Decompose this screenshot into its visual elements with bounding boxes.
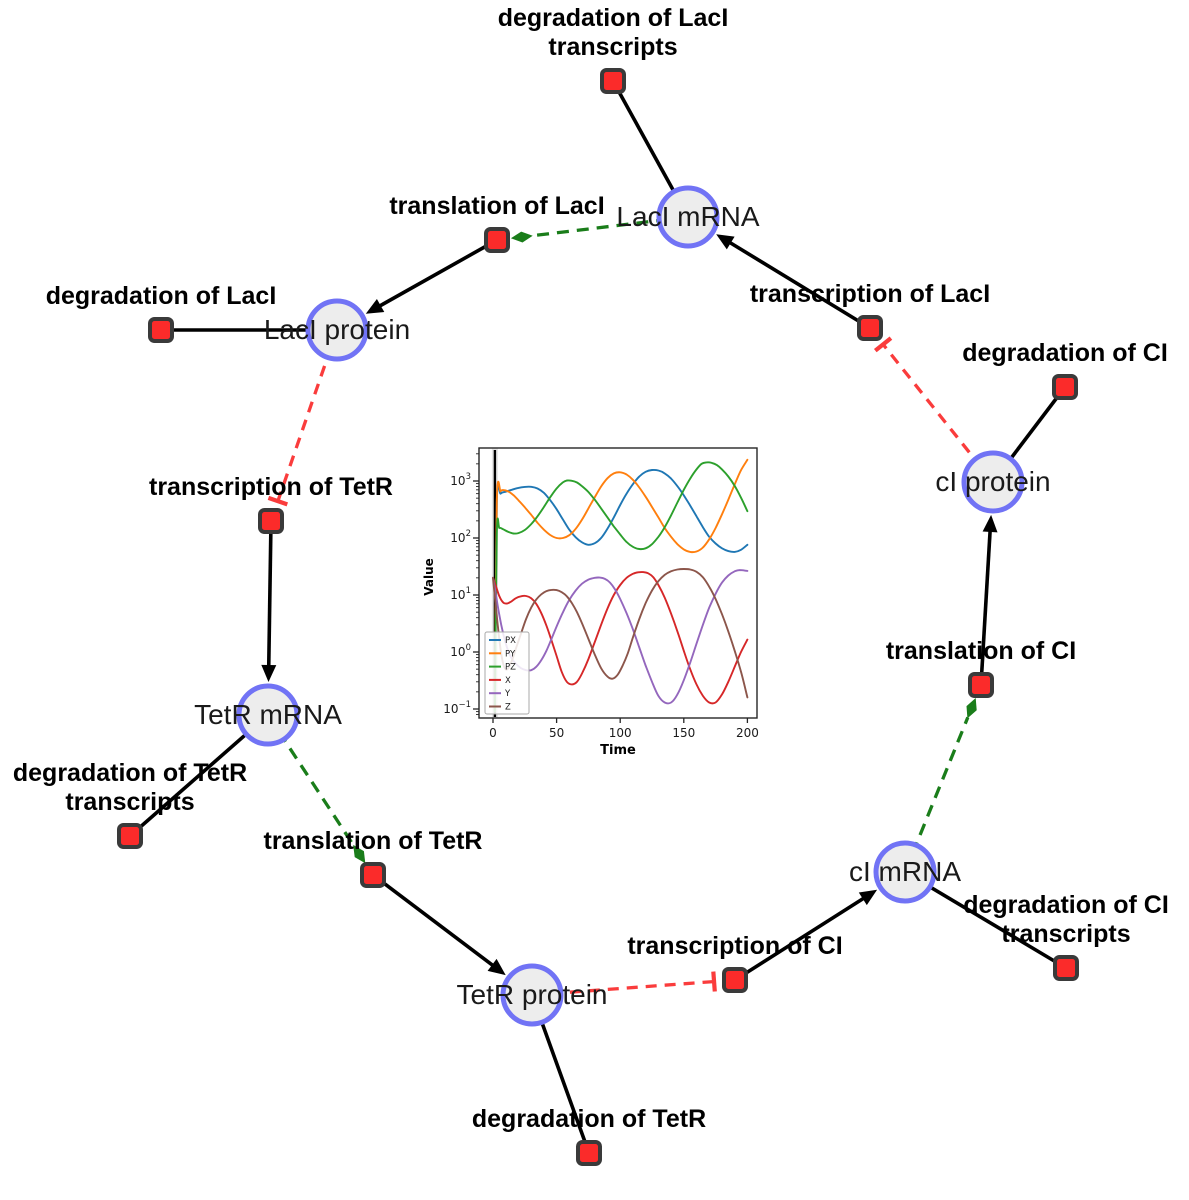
- y-tick-label: 103: [450, 472, 471, 488]
- species-node-tetR_mRNA[interactable]: [236, 683, 300, 747]
- edge-production-tl_cI-cI_protein-arrowhead: [982, 514, 998, 533]
- reaction-node-deg_lacI[interactable]: [148, 317, 174, 343]
- x-axis-title: Time: [600, 743, 636, 758]
- reaction-node-tl_cI[interactable]: [968, 672, 994, 698]
- chart-frame: [478, 447, 758, 719]
- edge-production-tr_cI-cI_mRNA: [734, 896, 866, 982]
- x-tick-label: 150: [672, 726, 695, 740]
- nodes-layer: [117, 68, 1079, 1166]
- x-tick-label: 0: [489, 726, 497, 740]
- legend-label-Y: Y: [504, 689, 511, 699]
- edge-inhibition-lacI_protein-tr_tetR-tee: [267, 495, 288, 507]
- reaction-node-tr_cI[interactable]: [722, 967, 748, 993]
- legend-label-X: X: [505, 676, 511, 686]
- reaction-node-tl_tetR[interactable]: [360, 862, 386, 888]
- legend-label-PY: PY: [505, 649, 516, 659]
- y-axis-title: Value: [422, 558, 436, 596]
- y-tick-label: 10−1: [443, 700, 471, 716]
- x-tick-label: 200: [736, 726, 759, 740]
- edge-production-tr_lacI-lacI_mRNA-arrowhead: [716, 234, 735, 250]
- edge-activation-tetR_mRNA-tl_tetR-diamond: [353, 844, 366, 864]
- reaction-node-tl_lacI[interactable]: [484, 227, 510, 253]
- chart-series-PZ: [493, 461, 749, 713]
- edge-production-tr_tetR-tetR_mRNA: [266, 520, 273, 668]
- legend-label-PX: PX: [505, 636, 516, 646]
- edge-production-tl_cI-cI_protein: [979, 529, 992, 686]
- legend-label-Z: Z: [505, 703, 511, 713]
- edge-inhibition-cI_protein-tr_lacI-tee: [873, 336, 893, 353]
- edge-production-tl_tetR-tetR_protein-arrowhead: [487, 958, 506, 976]
- reaction-node-deg_tetR[interactable]: [576, 1140, 602, 1166]
- species-node-cI_protein[interactable]: [961, 450, 1025, 514]
- x-tick-label: 50: [549, 726, 564, 740]
- reaction-node-deg_tetR_tr[interactable]: [117, 823, 143, 849]
- chart-series-X: [492, 571, 749, 705]
- y-tick-label: 101: [450, 586, 471, 602]
- inset-timeseries-chart: 0 50 100 150 200 103 102 101 100 10−1 Time Value PX P…: [422, 447, 759, 758]
- edge-activation-lacI_mRNA-tl_lacI-diamond: [510, 231, 533, 243]
- x-tick-label: 100: [609, 726, 632, 740]
- edge-production-tl_lacI-lacI_protein: [377, 238, 498, 309]
- reaction-node-tr_lacI[interactable]: [857, 315, 883, 341]
- edge-production-tl_lacI-lacI_protein-arrowhead: [365, 299, 385, 314]
- edge-production-tl_tetR-tetR_protein: [371, 873, 495, 968]
- reaction-node-deg_cI_tr[interactable]: [1053, 955, 1079, 981]
- chart-series-PY: [493, 458, 749, 713]
- edge-production-tr_cI-cI_mRNA-arrowhead: [858, 889, 878, 906]
- species-node-lacI_mRNA[interactable]: [656, 185, 720, 249]
- reaction-node-tr_tetR[interactable]: [258, 508, 284, 534]
- legend-label-PZ: PZ: [505, 663, 516, 673]
- edge-production-tr_lacI-lacI_mRNA: [728, 240, 871, 330]
- species-node-tetR_protein[interactable]: [500, 963, 564, 1027]
- y-tick-label: 102: [450, 529, 471, 545]
- species-node-cI_mRNA[interactable]: [873, 840, 937, 904]
- edge-activation-cI_mRNA-tl_cI-diamond: [966, 698, 977, 719]
- species-node-lacI_protein[interactable]: [305, 298, 369, 362]
- chart-series-PX: [493, 468, 749, 713]
- y-tick-label: 100: [450, 643, 471, 659]
- reaction-node-deg_cI[interactable]: [1052, 374, 1078, 400]
- edge-inhibition-tetR_protein-tr_cI-tee: [711, 971, 717, 992]
- edge-inhibition-tetR_protein-tr_cI: [531, 979, 715, 997]
- edge-production-tr_tetR-tetR_mRNA-arrowhead: [261, 664, 277, 682]
- reaction-node-deg_lacI_tr[interactable]: [600, 68, 626, 94]
